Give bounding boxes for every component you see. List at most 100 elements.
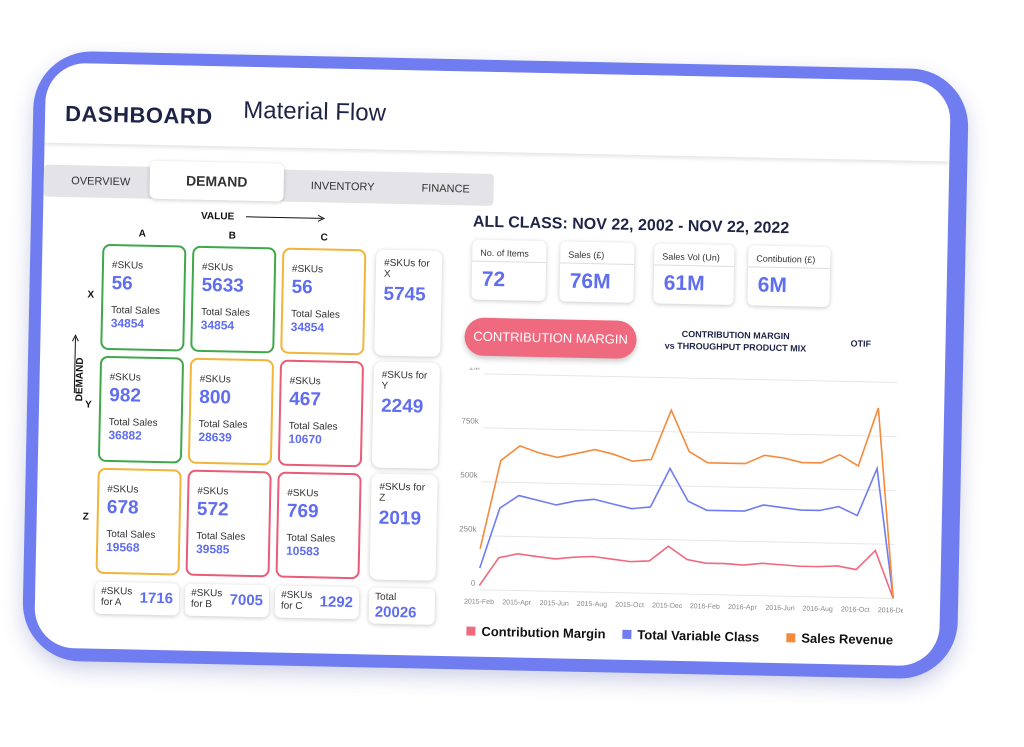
grand-total-value: 20026 (374, 603, 417, 622)
grand-total[interactable]: Total 20026 (368, 587, 436, 625)
row-label-x: X (87, 289, 95, 301)
cell-cy[interactable]: #SKUs 467 Total Sales 10670 (277, 359, 365, 468)
grid-line (480, 535, 895, 545)
series-line (478, 545, 894, 599)
col-label-a: A (138, 228, 147, 240)
sku-value: 982 (109, 384, 142, 407)
x-tick-label: 2015-Oct (615, 602, 644, 610)
kpi-value: 72 (481, 267, 506, 292)
sku-value: 678 (106, 496, 139, 519)
y-axis: 0 250k 500k 750k 1M (459, 367, 480, 588)
tab-contribution-margin[interactable]: CONTRIBUTION MARGIN (464, 317, 637, 360)
grid-line (483, 373, 898, 383)
cell-ax[interactable]: #SKUs 56 Total Sales 34854 (100, 243, 187, 352)
x-tick-label: 2015-Feb (464, 598, 494, 606)
col-total-value: 7005 (229, 591, 264, 610)
legend-label: Sales Revenue (801, 630, 894, 648)
sales-value: 19568 (105, 539, 140, 555)
sku-label: #SKUs (107, 483, 139, 496)
x-tick-label: 2015-Apr (502, 599, 532, 607)
x-tick-label: 2016-Jun (765, 605, 794, 613)
x-tick-label: 2016-Apr (728, 604, 758, 612)
row-total-y[interactable]: #SKUs for Y 2249 (371, 361, 441, 469)
grand-total-label: Total (374, 591, 397, 604)
col-total-label: #SKUs for C (280, 589, 313, 613)
legend-swatch (466, 626, 476, 636)
tab-bar: OVERVIEW DEMAND INVENTORY FINANCE (43, 160, 494, 206)
col-total-b[interactable]: #SKUs for B 7005 (184, 583, 270, 618)
x-tick-label: 2015-Aug (577, 601, 608, 609)
legend-label: Total Variable Class (637, 627, 760, 645)
x-tick-label: 2016-Oct (841, 606, 870, 614)
y-tick-label: 0 (471, 579, 476, 588)
tab-margin-vs-mix[interactable]: CONTRIBUTION MARGIN vs THROUGHPUT PRODUCT… (660, 328, 810, 355)
page-title: Material Flow (242, 96, 387, 127)
row-label-z: Z (82, 511, 89, 523)
sku-label: #SKUs (197, 485, 229, 498)
kpi-value: 6M (757, 273, 788, 298)
legend-margin: Contribution Margin (466, 624, 606, 641)
row-total-z[interactable]: #SKUs for Z 2019 (369, 473, 438, 581)
sku-value: 572 (196, 498, 229, 521)
cell-bz[interactable]: #SKUs 572 Total Sales 39585 (185, 469, 272, 578)
row-total-value: 2019 (378, 507, 422, 530)
row-total-value: 5745 (383, 283, 426, 306)
cell-cz[interactable]: #SKUs 769 Total Sales 10583 (275, 471, 362, 580)
sales-value: 28639 (198, 429, 232, 445)
series-line (479, 407, 894, 599)
col-total-label: #SKUs for A (100, 585, 133, 609)
row-total-value: 2249 (380, 395, 424, 418)
x-tick-label: 2015-Dec (652, 602, 683, 610)
value-axis-arrow (246, 214, 326, 222)
kpi-value: 61M (663, 271, 705, 296)
col-total-a[interactable]: #SKUs for A 1716 (94, 581, 180, 616)
row-label-y: Y (84, 399, 92, 411)
kpi-label: Sales (£) (560, 241, 635, 265)
col-total-c[interactable]: #SKUs for C 1292 (274, 585, 360, 620)
sku-value: 56 (291, 276, 313, 299)
tab-otif[interactable]: OTIF (850, 338, 872, 349)
value-axis-label: VALUE (200, 210, 235, 223)
col-total-value: 1292 (319, 593, 354, 612)
tab-inventory[interactable]: INVENTORY (310, 180, 375, 194)
col-total-value: 1716 (139, 589, 174, 608)
grid-line (481, 481, 896, 491)
demand-axis-arrow (71, 334, 79, 394)
x-tick-label: 2015-Jun (540, 600, 569, 608)
tab-line: vs THROUGHPUT PRODUCT MIX (664, 340, 807, 354)
cell-bx[interactable]: #SKUs 5633 Total Sales 34854 (190, 245, 277, 354)
col-label-b: B (228, 230, 236, 242)
cell-by[interactable]: #SKUs 800 Total Sales 28639 (187, 357, 275, 466)
cell-az[interactable]: #SKUs 678 Total Sales 19568 (95, 467, 182, 576)
col-label-c: C (320, 232, 328, 244)
cell-cx[interactable]: #SKUs 56 Total Sales 34854 (280, 247, 367, 356)
tab-demand[interactable]: DEMAND (149, 160, 285, 202)
sales-value: 34854 (110, 315, 145, 331)
row-total-label: #SKUs for X (383, 257, 430, 280)
sales-value: 10670 (288, 431, 322, 447)
tab-overview[interactable]: OVERVIEW (71, 175, 131, 189)
brand-logo: DASHBOARD (64, 100, 213, 130)
sku-label: #SKUs (289, 375, 321, 388)
summary-heading: ALL CLASS: NOV 22, 2002 - NOV 22, 2022 (472, 213, 790, 238)
sales-value: 10583 (285, 543, 320, 559)
series-line (478, 465, 894, 599)
row-total-x[interactable]: #SKUs for X 5745 (374, 249, 443, 357)
line-chart: 0 250k 500k 750k 1M 2015-Feb 2015-Apr 2015-Jun… (459, 367, 908, 615)
sku-value: 769 (286, 500, 319, 523)
sales-value: 36882 (108, 427, 142, 443)
kpi-sales: Sales (£) 76M (559, 241, 635, 303)
sales-value: 34854 (200, 317, 235, 333)
x-axis: 2015-Feb 2015-Apr 2015-Jun 2015-Aug 2015-Oct… (464, 598, 908, 614)
cell-ay[interactable]: #SKUs 982 Total Sales 36882 (97, 355, 185, 464)
y-tick-label: 250k (459, 524, 478, 533)
y-tick-label: 750k (461, 416, 480, 425)
grid-line (482, 427, 897, 437)
kpi-label: No. of Items (472, 239, 547, 264)
kpi-sales-vol: Sales Vol (Un) 61M (653, 243, 735, 306)
kpi-items: No. of Items 72 (471, 239, 547, 302)
y-tick-label: 500k (460, 470, 479, 479)
tab-finance[interactable]: FINANCE (421, 182, 470, 196)
row-total-label: #SKUs for Y (381, 369, 428, 392)
legend-swatch (622, 629, 632, 639)
